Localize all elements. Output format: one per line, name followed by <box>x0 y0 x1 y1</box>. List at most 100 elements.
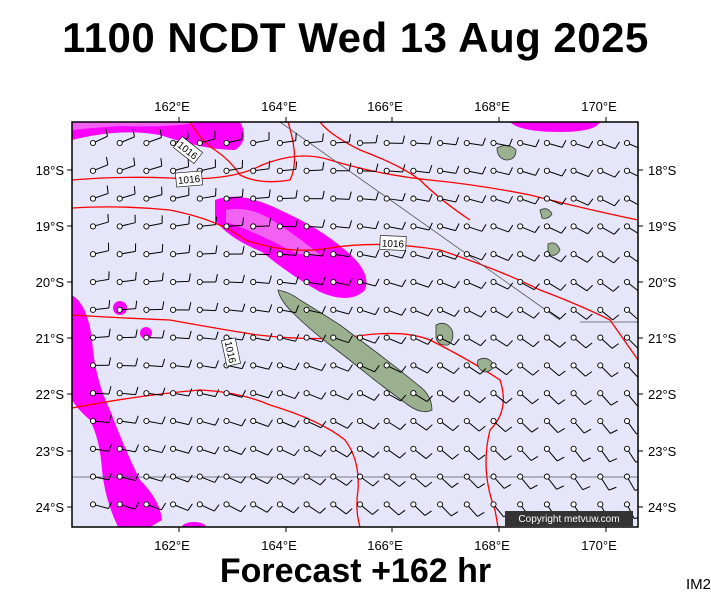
wind-barb <box>570 223 594 235</box>
wind-barb <box>330 249 353 258</box>
wind-barb <box>383 306 407 316</box>
wind-barb <box>170 302 192 313</box>
wind-barb <box>223 303 246 313</box>
wind-barb <box>597 278 620 292</box>
wind-barb <box>89 185 109 202</box>
wind-barb <box>196 417 220 426</box>
wind-barb <box>276 190 298 202</box>
wind-barb <box>223 246 245 258</box>
wind-barb <box>410 362 434 374</box>
wind-barb <box>543 167 567 177</box>
wind-barb <box>437 251 460 260</box>
wind-barb <box>383 192 406 202</box>
wind-barb <box>303 190 325 202</box>
wind-barb <box>330 390 353 401</box>
wind-barb <box>570 334 593 349</box>
wind-barb <box>250 275 272 286</box>
wind-barb <box>303 473 327 486</box>
lat-label-left-24: 24°S <box>36 500 65 515</box>
lon-label-top-166: 166°E <box>367 99 403 114</box>
wind-barb <box>303 277 326 286</box>
wind-barb <box>196 360 219 369</box>
wind-barb <box>303 248 326 258</box>
wind-barb <box>490 390 513 404</box>
wind-barb <box>330 191 352 202</box>
wind-barb <box>276 333 300 342</box>
wind-barb <box>490 251 514 261</box>
wind-barb <box>570 362 593 377</box>
wind-barb <box>543 195 567 206</box>
wind-barb <box>116 358 139 369</box>
wind-barb <box>356 134 378 147</box>
wind-barb <box>623 390 638 407</box>
wind-barb <box>223 188 244 202</box>
wind-barb <box>89 156 109 174</box>
wind-barb <box>303 445 327 457</box>
wind-barb <box>89 501 113 510</box>
wind-barb <box>330 445 353 458</box>
wind-barb <box>223 160 244 174</box>
wind-barb <box>517 445 539 461</box>
wind-barb <box>250 473 273 485</box>
wind-barb <box>250 501 273 513</box>
wind-barb <box>437 417 460 432</box>
wind-barb <box>463 390 486 404</box>
wind-barb <box>597 390 619 406</box>
wind-barb <box>170 417 193 426</box>
wind-barb <box>170 359 193 369</box>
wind-barb <box>303 305 326 314</box>
right-axis-labels: 18°S 19°S 20°S 21°S 22°S 23°S 24°S <box>648 163 677 515</box>
rain-cell-3 <box>182 522 206 527</box>
wind-barb <box>250 218 272 230</box>
rain-area-northeast <box>510 122 600 132</box>
wind-barb <box>437 362 460 375</box>
wind-barb <box>437 136 459 147</box>
wind-barb <box>597 223 620 235</box>
wind-barb <box>143 416 166 425</box>
wind-barb <box>570 390 592 406</box>
wind-barb <box>276 417 300 428</box>
wind-barb <box>543 306 567 320</box>
wind-barb <box>623 445 638 463</box>
wind-barb <box>490 306 514 319</box>
wind-barb <box>356 306 380 316</box>
wind-barb <box>463 501 485 517</box>
wind-barb <box>463 251 487 261</box>
wind-barb <box>116 415 139 425</box>
wind-barb <box>623 473 638 491</box>
wind-barb <box>383 334 407 345</box>
wind-barb <box>410 334 434 345</box>
wind-barb <box>463 445 486 461</box>
wind-barb <box>250 246 272 258</box>
wind-barb <box>623 195 638 206</box>
grande-terre-island <box>277 289 433 413</box>
wind-barb <box>143 473 166 482</box>
wind-barb <box>196 445 220 455</box>
wind-barb <box>410 501 432 516</box>
lon-label-bottom-168: 168°E <box>474 538 510 553</box>
wind-barb <box>437 390 460 403</box>
map-frame <box>71 121 639 528</box>
wind-barb <box>490 501 511 518</box>
wind-barb <box>623 167 638 177</box>
wind-barb <box>463 137 486 147</box>
wind-barb <box>116 300 138 313</box>
lat-label-right-22: 22°S <box>648 387 677 402</box>
wind-barb <box>89 299 111 313</box>
wind-barb <box>250 333 273 342</box>
lat-label-right-20: 20°S <box>648 275 677 290</box>
wind-barb <box>276 218 299 230</box>
wind-barb <box>303 162 325 174</box>
wind-barb <box>223 445 247 455</box>
wind-barb <box>303 133 324 147</box>
wind-barb <box>89 357 112 369</box>
copyright-text: Copyright metvuw.com <box>518 514 619 525</box>
wind-barb <box>543 251 567 263</box>
wind-barb <box>330 220 353 230</box>
wind-barb <box>330 473 353 486</box>
wind-barb <box>276 390 300 400</box>
wind-barb <box>490 362 513 376</box>
wind-barb <box>116 271 137 286</box>
wind-barb <box>143 243 164 258</box>
wind-barb <box>356 163 379 174</box>
